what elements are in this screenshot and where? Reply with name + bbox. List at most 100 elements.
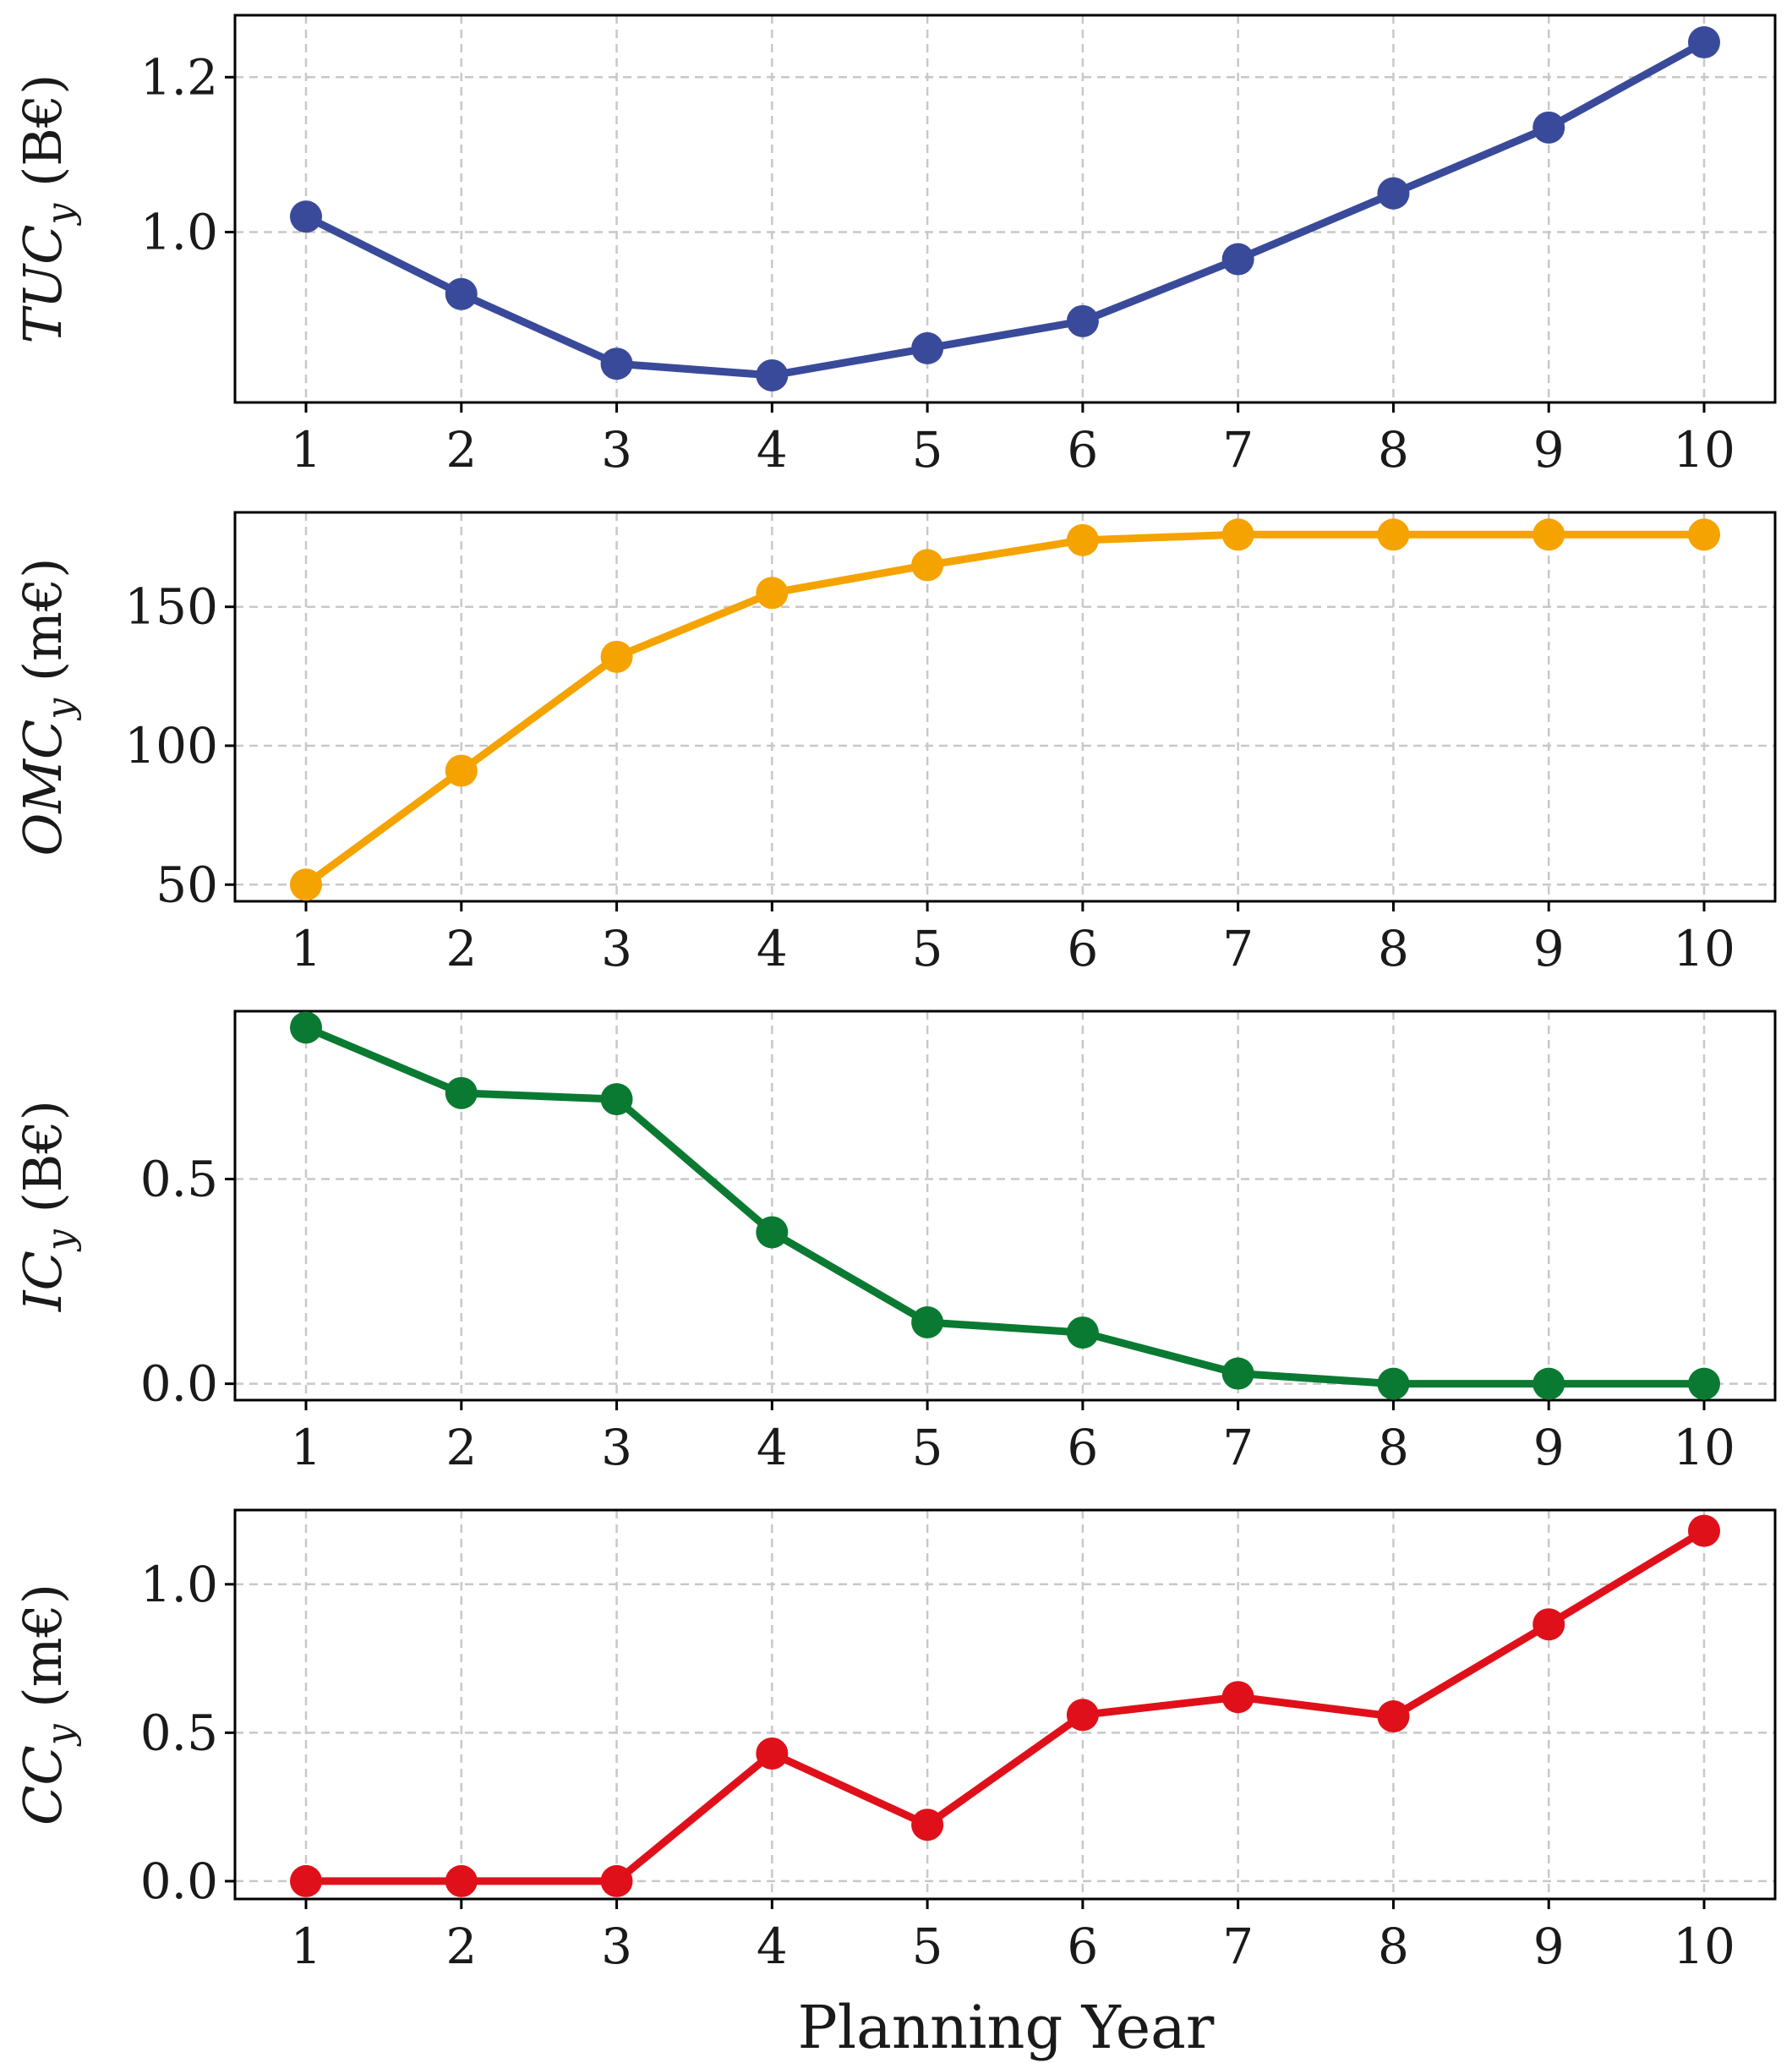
x-tick-label: 3 [601, 1419, 632, 1476]
data-point [445, 277, 478, 310]
x-tick-label: 9 [1533, 1419, 1565, 1476]
y-axis-label: TUCy (B€) [12, 74, 82, 344]
x-tick-label: 4 [757, 1918, 788, 1975]
data-point [600, 347, 633, 380]
data-point [290, 868, 322, 901]
data-point [1377, 1367, 1410, 1400]
chart-panels: 1 2 3 4 5 6 7 8 9 10 1.0 1.2 TUCy (B€) 1 2 3 4 5 6 7 8 9 10 50 1… [12, 14, 1777, 1975]
data-point [1532, 1367, 1565, 1400]
data-point [1688, 26, 1720, 59]
plot-frame [233, 14, 1777, 404]
data-point [290, 1011, 322, 1044]
x-tick-label: 8 [1378, 920, 1409, 977]
x-tick-label: 10 [1673, 920, 1735, 977]
y-tick-label: 150 [124, 578, 218, 636]
series-line [302, 1023, 1708, 1388]
data-point [1688, 1367, 1720, 1400]
x-tick-label: 1 [291, 920, 322, 977]
data-point [1688, 518, 1720, 551]
x-tick-label: 3 [601, 421, 632, 479]
chart-panel-4: 1 2 3 4 5 6 7 8 9 10 0.0 0.5 1.0 CCy (m€) [12, 1508, 1777, 1975]
x-tick-label: 6 [1067, 1918, 1098, 1975]
data-point [1532, 111, 1565, 144]
data-point [1221, 1681, 1254, 1714]
x-tick-label: 5 [912, 421, 943, 479]
x-tick-label: 1 [291, 1918, 322, 1975]
x-tick-label: 8 [1378, 1918, 1409, 1975]
data-point [1066, 523, 1099, 556]
data-point [911, 1306, 944, 1338]
series-line [302, 38, 1708, 380]
x-tick-label: 9 [1533, 421, 1565, 479]
data-point [1532, 1608, 1565, 1641]
y-tick-label: 50 [156, 856, 218, 913]
x-tick-label: 1 [291, 421, 322, 479]
data-point [1066, 304, 1099, 337]
x-tick-label: 2 [445, 1918, 477, 1975]
x-tick-label: 4 [757, 1419, 788, 1476]
x-tick-label: 4 [757, 920, 788, 977]
series-line [302, 530, 1708, 889]
y-tick-label: 0.5 [140, 1704, 218, 1761]
data-point [290, 1864, 322, 1897]
data-point [600, 1864, 633, 1897]
x-tick-label: 5 [912, 1918, 943, 1975]
data-point [1377, 1700, 1410, 1733]
data-point [756, 358, 789, 391]
data-point [1066, 1699, 1099, 1732]
x-tick-label: 5 [912, 1419, 943, 1476]
x-tick-label: 10 [1673, 421, 1735, 479]
y-tick-label: 100 [124, 717, 218, 774]
plot-frame [233, 511, 1777, 903]
y-axis-label: OMCy (m€) [12, 558, 82, 856]
x-tick-label: 9 [1533, 920, 1565, 977]
y-tick-label: 1.0 [140, 1556, 218, 1613]
chart-panel-1: 1 2 3 4 5 6 7 8 9 10 1.0 1.2 TUCy (B€) [12, 14, 1777, 479]
data-point [1221, 518, 1254, 551]
x-tick-label: 4 [757, 421, 788, 479]
data-point [290, 200, 322, 233]
x-tick-label: 10 [1673, 1918, 1735, 1975]
x-tick-label: 3 [601, 1918, 632, 1975]
y-axis-label: CCy (m€) [12, 1584, 82, 1825]
data-point [1221, 1357, 1254, 1390]
x-tick-label: 7 [1222, 1419, 1254, 1476]
y-tick-label: 1.0 [140, 203, 218, 260]
x-tick-label: 3 [601, 920, 632, 977]
data-point [756, 577, 789, 610]
x-tick-label: 5 [912, 920, 943, 977]
x-tick-label: 2 [445, 421, 477, 479]
x-tick-label: 2 [445, 920, 477, 977]
data-point [1688, 1514, 1720, 1547]
x-tick-label: 1 [291, 1419, 322, 1476]
x-tick-label: 2 [445, 1419, 477, 1476]
x-tick-label: 10 [1673, 1419, 1735, 1476]
x-tick-label: 7 [1222, 920, 1254, 977]
data-point [1377, 518, 1410, 551]
data-point [911, 1809, 944, 1841]
data-point [600, 1083, 633, 1116]
data-point [445, 1076, 478, 1109]
x-tick-label: 7 [1222, 1918, 1254, 1975]
series-line [302, 1527, 1708, 1885]
data-point [600, 640, 633, 673]
x-tick-label: 7 [1222, 421, 1254, 479]
x-tick-label: 9 [1533, 1918, 1565, 1975]
data-point [445, 1864, 478, 1897]
y-axis-label: ICy (B€) [12, 1100, 82, 1312]
x-tick-label: 6 [1067, 421, 1098, 479]
y-tick-label: 0.5 [140, 1151, 218, 1208]
x-tick-label: 8 [1378, 421, 1409, 479]
data-point [445, 754, 478, 787]
x-tick-label: 6 [1067, 920, 1098, 977]
data-point [911, 549, 944, 582]
data-point [1532, 518, 1565, 551]
plot-frame [233, 1508, 1777, 1901]
data-point [1221, 243, 1254, 276]
y-tick-label: 1.2 [140, 48, 218, 106]
x-tick-label: 8 [1378, 1419, 1409, 1476]
plot-frame [233, 1010, 1777, 1402]
x-axis-label: Planning Year [798, 1993, 1215, 2062]
x-tick-label: 6 [1067, 1419, 1098, 1476]
data-point [1066, 1316, 1099, 1349]
